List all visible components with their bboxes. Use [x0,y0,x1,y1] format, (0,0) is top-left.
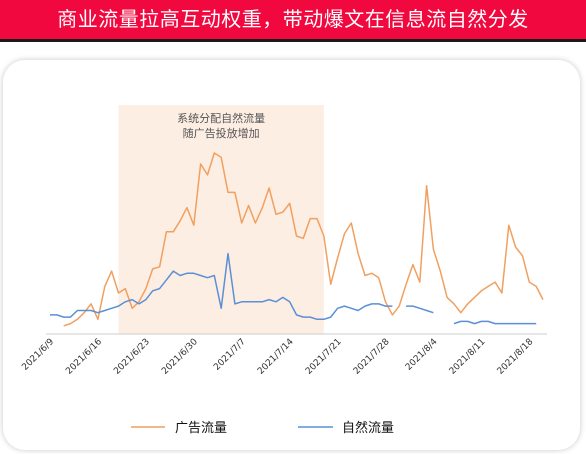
x-tick-label: 2021/6/16 [64,337,104,377]
traffic-line-chart: 系统分配自然流量 随广告投放增加 2021/6/9 2021/6/16 2021/6… [20,105,547,436]
x-tick-label: 2021/7/14 [256,337,296,377]
annotation-line-2: 随广告投放增加 [183,126,260,140]
headline-text: 商业流量拉高互动权重，带动爆文在信息流自然分发 [57,7,529,31]
x-axis-ticks: 2021/6/9 2021/6/16 2021/6/23 2021/6/30 2021/… [20,337,535,377]
headline-banner: 商业流量拉高互动权重，带动爆文在信息流自然分发 [0,0,586,42]
natural-traffic-line [50,252,537,325]
x-tick-label: 2021/7/21 [304,337,344,377]
x-tick-label: 2021/8/11 [448,337,488,377]
x-tick-label: 2021/7/28 [352,337,392,377]
annotation-shaded-region [118,105,324,334]
x-tick-label: 2021/6/23 [112,337,152,377]
x-tick-label: 2021/7/7 [212,337,248,373]
x-tick-label: 2021/6/9 [20,337,56,373]
ad-traffic-line [63,152,544,327]
x-tick-label: 2021/6/30 [160,337,200,377]
x-tick-label: 2021/8/18 [496,337,536,377]
legend-label-natural: 自然流量 [342,420,394,436]
annotation-line-1: 系统分配自然流量 [177,111,265,125]
series-lines [50,152,544,327]
chart-card: 系统分配自然流量 随广告投放增加 2021/6/9 2021/6/16 2021/6… [3,60,580,450]
legend: 广告流量 自然流量 [131,420,394,436]
x-tick-label: 2021/8/4 [404,337,440,373]
legend-label-ad: 广告流量 [175,421,227,436]
